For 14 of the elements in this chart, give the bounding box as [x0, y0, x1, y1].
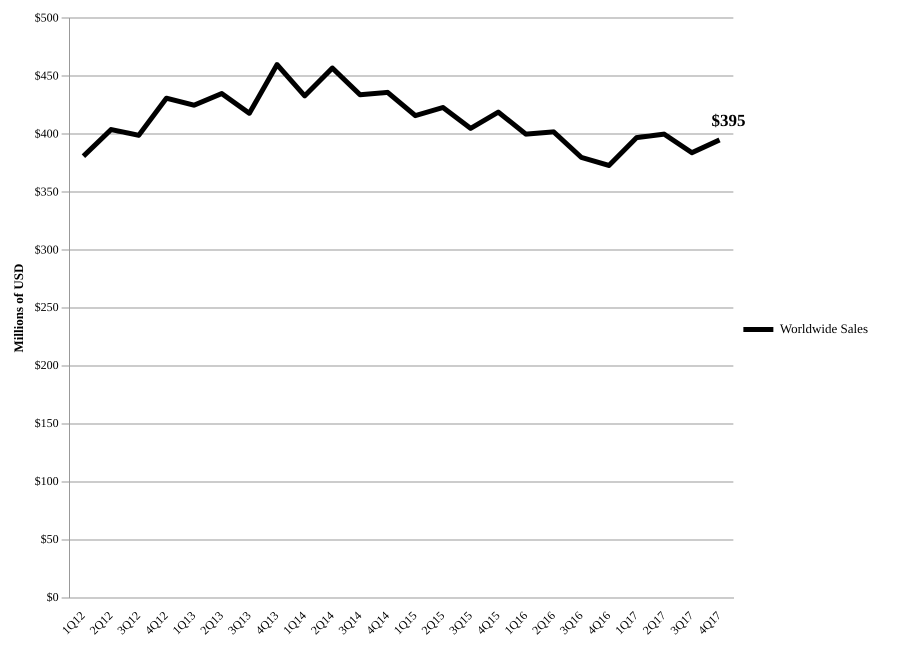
y-tick-label: $450	[34, 68, 59, 82]
y-tick-label: $250	[34, 300, 59, 314]
y-tick-label: $400	[34, 126, 59, 140]
y-axis-title: Millions of USD	[11, 264, 26, 353]
y-tick-label: $0	[46, 590, 59, 604]
y-tick-label: $50	[40, 532, 59, 546]
annotation: $395	[712, 110, 746, 130]
y-tick-label: $150	[34, 416, 59, 430]
y-tick-label: $500	[34, 10, 59, 24]
y-tick-label: $200	[34, 358, 59, 372]
y-tick-label: $300	[34, 242, 59, 256]
legend-label: Worldwide Sales	[780, 320, 868, 336]
y-tick-label: $100	[34, 474, 59, 488]
y-tick-label: $350	[34, 184, 59, 198]
